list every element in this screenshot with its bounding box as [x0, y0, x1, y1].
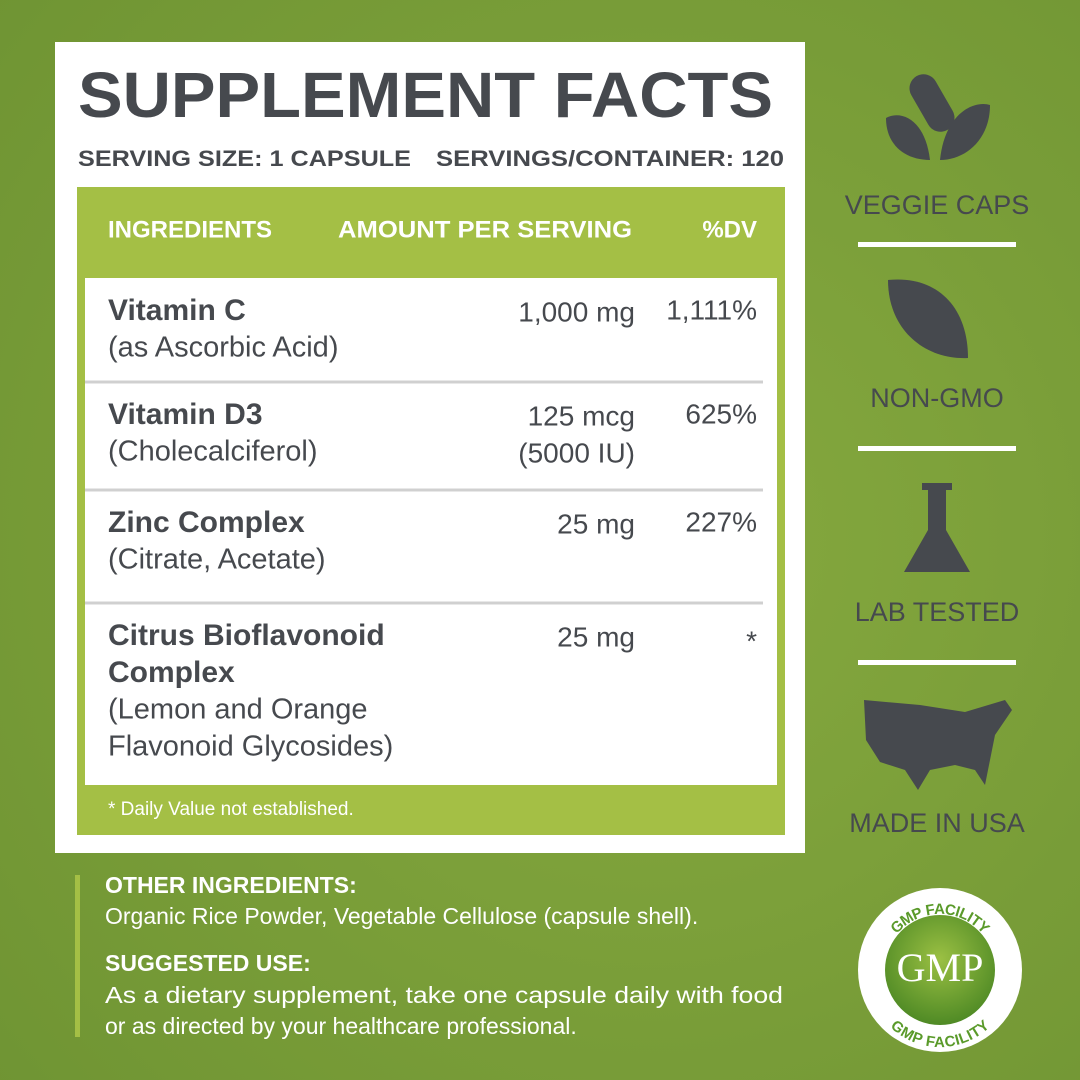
- rows: Vitamin C (as Ascorbic Acid) 1,000 mg 1,111…: [85, 294, 763, 763]
- daily-value: 227%: [685, 506, 757, 537]
- daily-value: *: [746, 625, 757, 656]
- ingredient-source: (Citrate, Acetate): [108, 544, 326, 576]
- amount: 125 mcg: [528, 400, 635, 431]
- other-heading: OTHER INGREDIENTS:: [105, 872, 357, 898]
- badge-divider: [858, 242, 1016, 247]
- seal-center: GMP: [897, 945, 984, 990]
- badge-label: NON-GMO: [870, 383, 1003, 413]
- badge-label: MADE IN USA: [849, 808, 1025, 838]
- table-body: [85, 278, 777, 785]
- header: AMOUNT PER SERVING: [338, 216, 632, 243]
- other-text: Organic Rice Powder, Vegetable Cellulose…: [105, 903, 698, 929]
- badge-label: LAB TESTED: [855, 597, 1020, 627]
- use-text: or as directed by your healthcare profes…: [105, 1013, 577, 1039]
- footnote: * Daily Value not established.: [108, 799, 354, 820]
- badge-divider: [858, 660, 1016, 665]
- seal-inner: [885, 915, 995, 1025]
- amount: (5000 IU): [518, 437, 635, 468]
- header: %DV: [702, 216, 757, 243]
- ingredient-name: Zinc Complex: [108, 506, 305, 539]
- amount: 1,000 mg: [518, 296, 635, 327]
- veggie-icon: [886, 74, 990, 160]
- flask-icon: [904, 483, 970, 572]
- usa-icon: [864, 700, 1012, 790]
- ingredient-name: Citrus Bioflavonoid: [108, 619, 385, 652]
- badges: VEGGIE CAPS NON-GMO LAB TESTED MADE IN USA: [845, 190, 1030, 838]
- ingredient-name: Complex: [108, 656, 235, 689]
- accent-bar: [75, 875, 80, 1037]
- amount: 25 mg: [557, 621, 635, 652]
- servings-per-container: SERVINGS/CONTAINER: 120: [436, 146, 784, 171]
- daily-value: 1,111%: [666, 294, 757, 325]
- ingredient-source: Flavonoid Glycosides): [108, 731, 393, 763]
- use-text: As a dietary supplement, take one capsul…: [105, 982, 783, 1008]
- icons: [864, 74, 1012, 790]
- use-heading: SUGGESTED USE:: [105, 950, 311, 976]
- amount: 25 mg: [557, 508, 635, 539]
- ingredient-name: Vitamin C: [108, 294, 246, 327]
- ingredient-name: Vitamin D3: [108, 398, 263, 431]
- badge-label: VEGGIE CAPS: [845, 190, 1030, 220]
- ingredient-source: (Cholecalciferol): [108, 436, 318, 468]
- ingredient-source: (Lemon and Orange: [108, 694, 368, 726]
- serving-size: SERVING SIZE: 1 CAPSULE: [78, 146, 411, 171]
- title: SUPPLEMENT FACTS: [78, 59, 773, 131]
- badge-divider: [858, 446, 1016, 451]
- gmp-seal: GMP FACILITY GMP FACILITY GMP: [858, 888, 1022, 1052]
- leaf-icon: [888, 279, 968, 359]
- header: INGREDIENTS: [108, 216, 272, 243]
- ingredient-source: (as Ascorbic Acid): [108, 332, 338, 364]
- daily-value: 625%: [685, 398, 757, 429]
